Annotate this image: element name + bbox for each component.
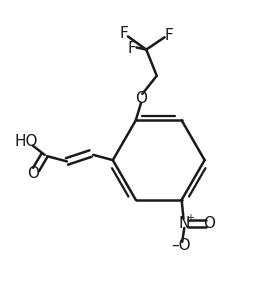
- Text: O: O: [27, 166, 39, 181]
- Text: O: O: [135, 91, 147, 106]
- Text: F: F: [120, 26, 128, 41]
- Text: +: +: [186, 213, 194, 223]
- Text: O: O: [203, 216, 215, 231]
- Text: F: F: [164, 28, 173, 43]
- Text: N: N: [179, 216, 190, 231]
- Text: HO: HO: [15, 134, 38, 149]
- Text: –O: –O: [171, 238, 191, 253]
- Text: F: F: [127, 41, 136, 56]
